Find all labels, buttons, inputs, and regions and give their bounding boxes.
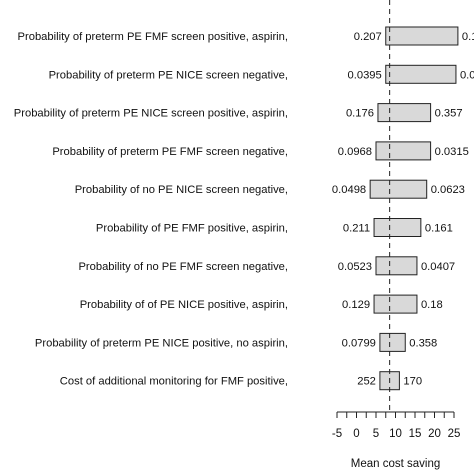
tornado-bar [375, 141, 432, 161]
tornado-bar [373, 218, 422, 237]
tornado-bar [379, 332, 406, 352]
bar-right-value-label: 0.0623 [431, 184, 465, 196]
x-tick-label: 5 [373, 428, 379, 440]
row-label: Probability of preterm PE NICE screen ne… [49, 69, 288, 81]
x-tick-label: 20 [428, 428, 441, 440]
bar-right-value-label: 0.358 [409, 337, 437, 349]
bar-left-value-label: 0.0799 [342, 337, 376, 349]
tornado-bar [377, 103, 432, 123]
x-axis-ticks: -5 0 5 10 15 20 25 [332, 412, 461, 440]
bar-left-value-label: 0.176 [346, 108, 374, 120]
tornado-bar [369, 179, 428, 199]
bar-right-value-label: 0.09 [460, 69, 474, 81]
row-label: Probability of preterm PE FMF screen pos… [18, 31, 288, 43]
bar-left-value-label: 0.207 [354, 31, 382, 43]
x-tick-label: 10 [389, 428, 402, 440]
bar-right-value-label: 0.0315 [435, 146, 469, 158]
bar-left-value-label: 252 [357, 376, 376, 388]
x-tick-label: 15 [409, 428, 422, 440]
row-label: Probability of no PE NICE screen negativ… [75, 184, 288, 196]
row-label: Probability of PE FMF positive, aspirin, [96, 223, 288, 235]
bar-left-value-label: 0.0523 [338, 261, 372, 273]
bar-right-value-label: 0.102 [462, 31, 474, 43]
row-label: Probability of preterm PE FMF screen neg… [52, 146, 288, 158]
bar-left-value-label: 0.211 [343, 223, 370, 235]
row-label: Probability of preterm PE NICE positive,… [35, 337, 288, 349]
bar-right-value-label: 170 [403, 376, 422, 388]
row-label: Probability of preterm PE NICE screen po… [14, 108, 288, 120]
bar-right-value-label: 0.161 [425, 223, 453, 235]
chart-rows: Probability of preterm PE FMF screen pos… [14, 26, 474, 391]
bar-left-value-label: 0.0968 [338, 146, 372, 158]
bar-right-value-label: 0.0407 [421, 261, 455, 273]
bar-right-value-label: 0.18 [421, 299, 443, 311]
x-axis-title: Mean cost saving [351, 458, 441, 470]
x-tick-label: 25 [448, 428, 461, 440]
tornado-bar [375, 256, 418, 276]
bar-right-value-label: 0.357 [435, 108, 463, 120]
tornado-bar [373, 294, 418, 314]
row-label: Probability of of PE NICE positive, aspi… [80, 299, 288, 311]
bar-left-value-label: 0.0498 [332, 184, 366, 196]
tornado-bar [385, 26, 459, 46]
bar-left-value-label: 0.0395 [348, 69, 382, 81]
row-label: Probability of no PE FMF screen negative… [78, 261, 288, 273]
x-tick-label: -5 [332, 428, 342, 440]
row-label: Cost of additional monitoring for FMF po… [60, 376, 288, 388]
bar-left-value-label: 0.129 [342, 299, 370, 311]
x-tick-label: 0 [353, 428, 359, 440]
tornado-bar [385, 64, 457, 84]
